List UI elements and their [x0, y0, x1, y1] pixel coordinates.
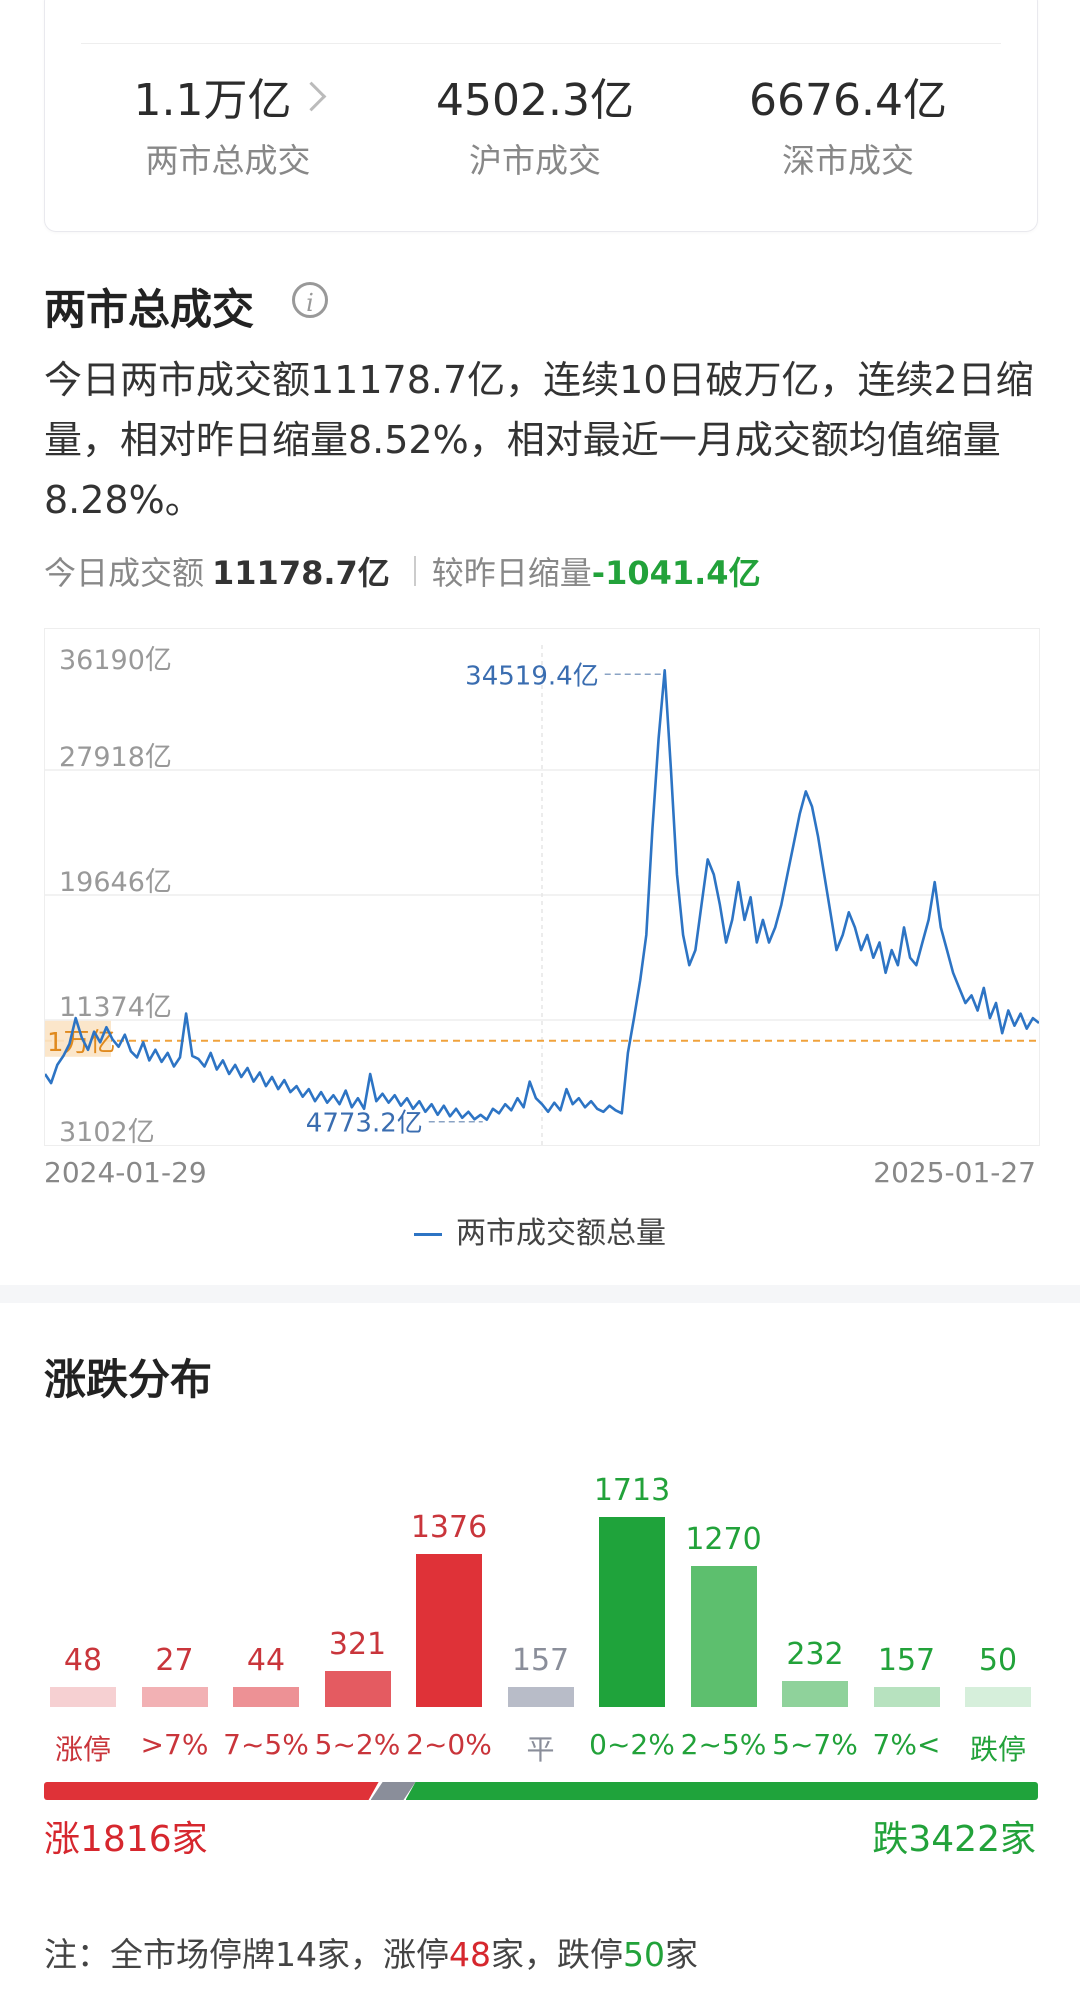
y-tick-label: 3102亿 — [59, 1117, 155, 1145]
bar-label: 平 — [526, 1733, 555, 1766]
bar-value: 44 — [246, 1643, 286, 1678]
bar-label: >7% — [140, 1728, 209, 1761]
bar-label: 跌停 — [969, 1733, 1026, 1766]
volume-chart[interactable]: 36190亿 27918亿 19646亿 11374亿 3102亿 1万亿 34519.4亿… — [43, 628, 1040, 1148]
volume-subline: 今日成交额 11178.7亿 较昨日缩量 -1041.4亿 — [44, 548, 761, 594]
ratio-flat-segment — [371, 1782, 416, 1800]
volume-chart-svg: 36190亿27918亿19646亿11374亿3102亿1万亿34519.4亿… — [43, 645, 1040, 1148]
bar-value: 48 — [63, 1643, 103, 1678]
ratio-down-segment — [405, 1782, 1038, 1800]
separator — [413, 556, 416, 586]
bar-value: 321 — [328, 1627, 387, 1663]
min-label: 4773.2亿 — [306, 1109, 423, 1139]
bar-value: 1376 — [410, 1510, 488, 1546]
total-volume-value: 1.1万亿 — [133, 75, 292, 126]
summary-card — [44, 0, 1038, 232]
total-volume-label: 两市总成交 — [145, 141, 311, 180]
volume-description: 今日两市成交额11178.7亿，连续10日破万亿，连续2日缩量，相对昨日缩量8.… — [44, 358, 1034, 522]
total-volume-stat[interactable]: 1.1万亿 两市总成交 — [108, 64, 348, 182]
bar-value: 1270 — [685, 1522, 762, 1558]
up-count-label: 涨1816家 — [44, 1819, 208, 1860]
chart-legend[interactable]: 两市成交额总量 — [0, 1208, 1080, 1252]
y-tick-label: 11374亿 — [59, 992, 172, 1023]
bar-label: 涨停 — [54, 1733, 111, 1766]
bar-3 — [324, 1671, 391, 1707]
down-count-label: 跌3422家 — [872, 1819, 1036, 1860]
chevron-right-icon[interactable] — [297, 81, 327, 111]
bar-9 — [873, 1687, 940, 1707]
x-end-label: 2025-01-27 — [873, 1156, 1036, 1189]
volume-section-title: 两市总成交 — [44, 285, 255, 334]
bar-4 — [416, 1554, 482, 1707]
bar-value: 27 — [155, 1643, 194, 1678]
today-volume-label: 今日成交额 — [44, 554, 205, 592]
bar-value: 50 — [978, 1643, 1018, 1678]
sh-volume-stat: 4502.3亿 沪市成交 — [415, 64, 655, 182]
ratio-up-segment — [44, 1782, 379, 1800]
bar-2 — [233, 1687, 299, 1707]
bar-1 — [141, 1687, 208, 1707]
bar-6 — [599, 1517, 665, 1707]
divider — [81, 43, 1001, 44]
max-label: 34519.4亿 — [465, 661, 599, 691]
y-tick-label: 19646亿 — [59, 867, 172, 898]
note-limit-down-count: 50 — [623, 1935, 665, 1974]
bar-10 — [965, 1687, 1031, 1707]
legend-label: 两市成交额总量 — [456, 1216, 666, 1251]
bar-5 — [507, 1687, 574, 1707]
bar-value: 157 — [511, 1643, 570, 1678]
bar-7 — [690, 1566, 757, 1707]
today-volume-value: 11178.7亿 — [212, 554, 390, 592]
note-limit-down-label: 跌停 — [557, 1935, 623, 1974]
distribution-title: 涨跌分布 — [44, 1355, 213, 1404]
bar-label: 7~5% — [223, 1728, 309, 1761]
y-tick-label: 36190亿 — [59, 645, 172, 676]
legend-line-icon — [414, 1233, 442, 1236]
bar-8 — [782, 1681, 848, 1707]
note-prefix: 注：全市场停牌14家， — [44, 1935, 383, 1974]
compare-value: -1041.4亿 — [591, 554, 761, 592]
sz-volume-stat: 6676.4亿 深市成交 — [728, 64, 968, 182]
sz-volume-label: 深市成交 — [782, 141, 914, 180]
bar-label: 7%< — [872, 1728, 941, 1761]
section-gap — [0, 1285, 1080, 1303]
bar-label: 2~0% — [406, 1728, 492, 1761]
up-down-ratio-bar — [44, 1782, 1038, 1800]
compare-label: 较昨日缩量 — [431, 554, 592, 592]
sz-volume-value: 6676.4亿 — [749, 75, 947, 126]
info-icon[interactable]: i — [292, 282, 328, 318]
bar-0 — [50, 1687, 116, 1707]
series-line — [43, 669, 1040, 1121]
x-start-label: 2024-01-29 — [44, 1156, 207, 1189]
bar-value: 232 — [786, 1637, 844, 1673]
sh-volume-value: 4502.3亿 — [436, 75, 634, 126]
bar-value: 1713 — [593, 1473, 671, 1508]
note-limit-up-label: 涨停 — [383, 1935, 449, 1974]
bar-value: 157 — [877, 1643, 936, 1678]
note: 注：全市场停牌14家，涨停48家，跌停50家 — [44, 1928, 698, 1976]
sh-volume-label: 沪市成交 — [469, 141, 601, 180]
bar-label: 5~2% — [314, 1728, 401, 1761]
note-limit-up-count: 48 — [449, 1935, 491, 1974]
note-unit: 家， — [491, 1935, 557, 1974]
bar-label: 5~7% — [772, 1728, 858, 1761]
bar-label: 0~2% — [589, 1728, 675, 1761]
bar-label: 2~5% — [680, 1728, 767, 1761]
y-tick-label: 27918亿 — [59, 742, 172, 773]
note-unit: 家 — [665, 1935, 698, 1974]
